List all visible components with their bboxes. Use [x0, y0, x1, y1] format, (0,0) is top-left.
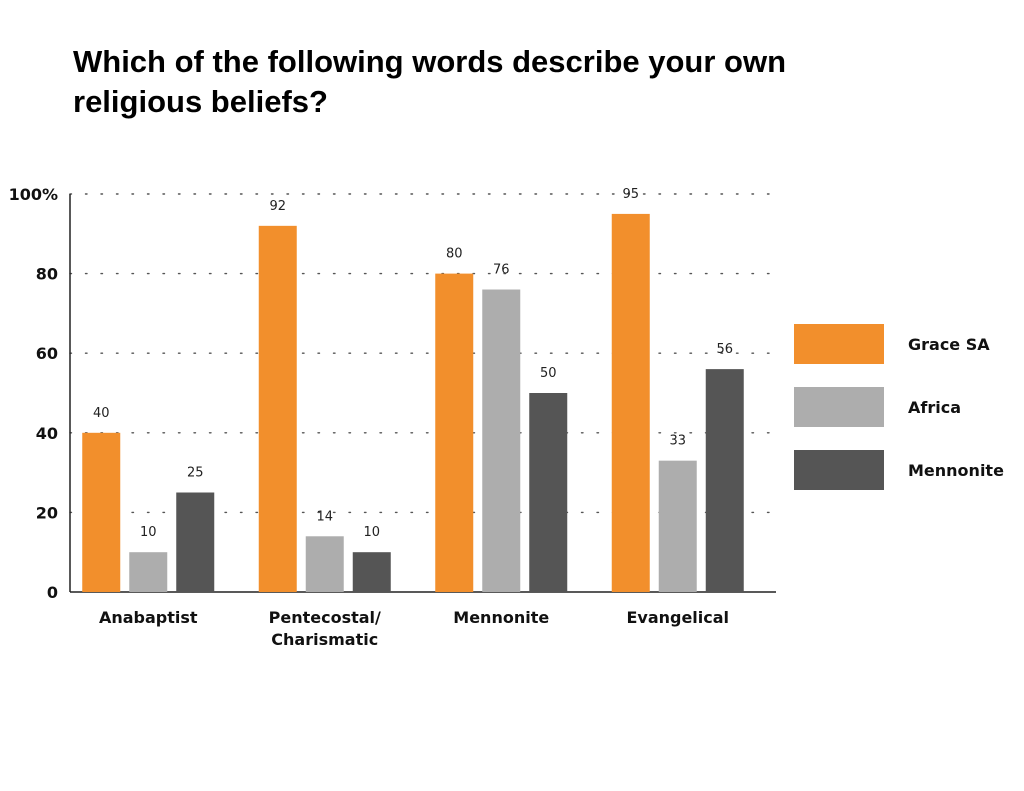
legend-label: Mennonite	[908, 461, 1004, 480]
x-tick-label: Anabaptist	[99, 608, 198, 627]
y-tick-label: 60	[36, 344, 58, 363]
data-label: 95	[622, 187, 639, 202]
legend-swatch	[794, 324, 884, 364]
bar	[529, 393, 568, 592]
y-axis-ticks: 0 20 40 60 80 100%	[9, 185, 58, 602]
data-label: 50	[540, 366, 557, 381]
chart-title: Which of the following words describe yo…	[73, 44, 787, 119]
bar	[435, 273, 474, 592]
x-tick-label-line: Pentecostal/	[269, 608, 381, 627]
data-label: 40	[93, 406, 110, 421]
data-label: 10	[140, 525, 157, 540]
bar	[129, 552, 168, 592]
bar	[482, 289, 521, 592]
data-label: 10	[363, 525, 380, 540]
legend-swatch	[794, 450, 884, 490]
x-tick-label: Pentecostal/Charismatic	[269, 608, 381, 649]
grid-lines	[69, 193, 777, 514]
data-label: 14	[316, 509, 333, 524]
data-label: 33	[669, 434, 686, 449]
x-tick-label: Mennonite	[453, 608, 549, 627]
bar	[82, 432, 121, 592]
x-tick-label-line: Charismatic	[271, 630, 378, 649]
legend-swatch	[794, 387, 884, 427]
bar	[352, 552, 391, 592]
y-tick-label: 20	[36, 503, 58, 522]
x-axis-categories: Anabaptist Pentecostal/Charismatic Mennoni…	[99, 608, 729, 649]
x-tick-label-line: Evangelical	[626, 608, 729, 627]
x-tick-label-line: Mennonite	[453, 608, 549, 627]
bars	[82, 213, 744, 592]
data-label: 56	[716, 342, 733, 357]
bar	[176, 492, 215, 592]
data-label: 80	[446, 247, 463, 262]
bar	[258, 225, 297, 592]
data-label: 76	[493, 263, 510, 278]
data-label: 25	[187, 466, 204, 481]
legend: Grace SA Africa Mennonite	[794, 324, 1004, 490]
bar	[611, 213, 650, 592]
data-label: 92	[269, 199, 286, 214]
bar	[658, 460, 697, 592]
legend-label: Grace SA	[908, 335, 990, 354]
data-labels: 40 10 25 92 14 10 80 76 50 95 33 56	[93, 187, 733, 540]
bar	[705, 369, 744, 592]
y-tick-label: 0	[47, 583, 58, 602]
x-tick-label-line: Anabaptist	[99, 608, 198, 627]
x-tick-label: Evangelical	[626, 608, 729, 627]
y-tick-label: 100%	[9, 185, 58, 204]
y-tick-label: 80	[36, 265, 58, 284]
y-tick-label: 40	[36, 424, 58, 443]
legend-label: Africa	[908, 398, 961, 417]
bar	[305, 536, 344, 592]
